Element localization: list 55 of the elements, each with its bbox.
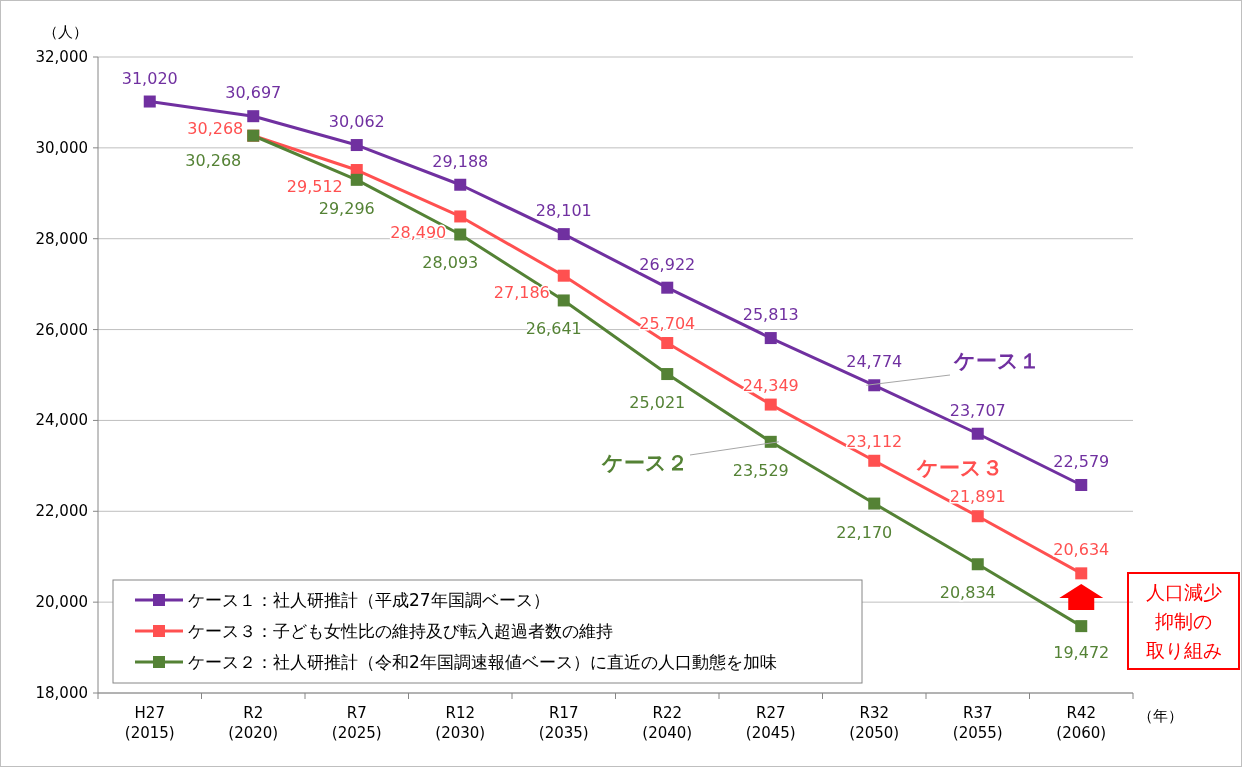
data-label: 29,188 <box>432 151 489 171</box>
data-label: 24,774 <box>846 352 903 372</box>
data-label: 26,922 <box>639 254 696 274</box>
data-label: 30,697 <box>225 83 282 103</box>
x-tick-label: R22 (2040) <box>642 704 693 742</box>
annotation: ケース２ <box>601 451 688 475</box>
data-label: 30,268 <box>185 150 242 170</box>
data-label: 23,529 <box>732 460 789 480</box>
data-label: 19,472 <box>1053 643 1110 663</box>
y-tick-label: 18,000 <box>35 684 88 702</box>
legend-label: ケース１：社人研推計（平成27年国調ベース） <box>188 590 550 610</box>
data-label: 20,634 <box>1053 540 1110 560</box>
text: 人口減少抑制の取り組み <box>1145 581 1222 661</box>
x-tick-label: R2 (2020) <box>228 704 279 742</box>
data-label: 25,704 <box>639 314 696 334</box>
y-tick-label: 24,000 <box>35 411 88 430</box>
x-tick-label: R7 (2025) <box>331 704 382 742</box>
data-label: 28,093 <box>422 253 479 273</box>
y-tick-label: 30,000 <box>35 138 88 157</box>
y-tick-label: 32,000 <box>35 48 88 66</box>
x-tick-label: R42 (2060) <box>1056 704 1107 742</box>
annotation: ケース３ <box>916 456 1003 480</box>
data-label: 30,062 <box>328 112 385 132</box>
x-tick-label: R12 (2030) <box>435 704 486 742</box>
data-label: 26,641 <box>525 319 582 339</box>
data-label: 29,296 <box>318 198 375 218</box>
x-tick-label: R27 (2045) <box>745 704 796 742</box>
data-label: 23,707 <box>949 400 1006 420</box>
data-label: 22,170 <box>836 522 893 542</box>
legend-label: ケース３：子ども女性比の維持及び転入超過者数の維持 <box>188 621 613 641</box>
data-label: 24,349 <box>742 375 799 395</box>
x-tick-label: R32 (2050) <box>849 704 900 742</box>
data-label: 25,021 <box>629 393 686 413</box>
x-axis-title: （年） <box>1138 707 1183 725</box>
x-tick-label: H27 (2015) <box>124 704 175 742</box>
y-tick-label: 28,000 <box>35 229 88 248</box>
x-tick-label: R17 (2035) <box>538 704 589 742</box>
annotation: ケース１ <box>953 349 1040 373</box>
data-label: 22,579 <box>1053 451 1110 471</box>
data-label: 20,834 <box>939 583 996 603</box>
data-label: 21,891 <box>949 487 1006 507</box>
y-axis-title: （人） <box>43 23 88 41</box>
data-label: 25,813 <box>742 305 799 325</box>
data-label: 28,101 <box>535 201 592 221</box>
data-label: 23,112 <box>846 431 903 451</box>
legend-label: ケース２：社人研推計（令和2年国調速報値ベース）に直近の人口動態を加味 <box>188 652 777 672</box>
data-label: 29,512 <box>286 177 343 197</box>
data-label: 31,020 <box>121 68 178 88</box>
x-tick-label: R37 (2055) <box>952 704 1003 742</box>
data-label: 30,268 <box>187 118 244 138</box>
y-tick-label: 22,000 <box>35 502 88 521</box>
y-tick-label: 20,000 <box>35 593 88 612</box>
y-tick-label: 26,000 <box>35 320 88 339</box>
data-label: 28,490 <box>390 223 447 243</box>
data-label: 27,186 <box>493 282 550 302</box>
